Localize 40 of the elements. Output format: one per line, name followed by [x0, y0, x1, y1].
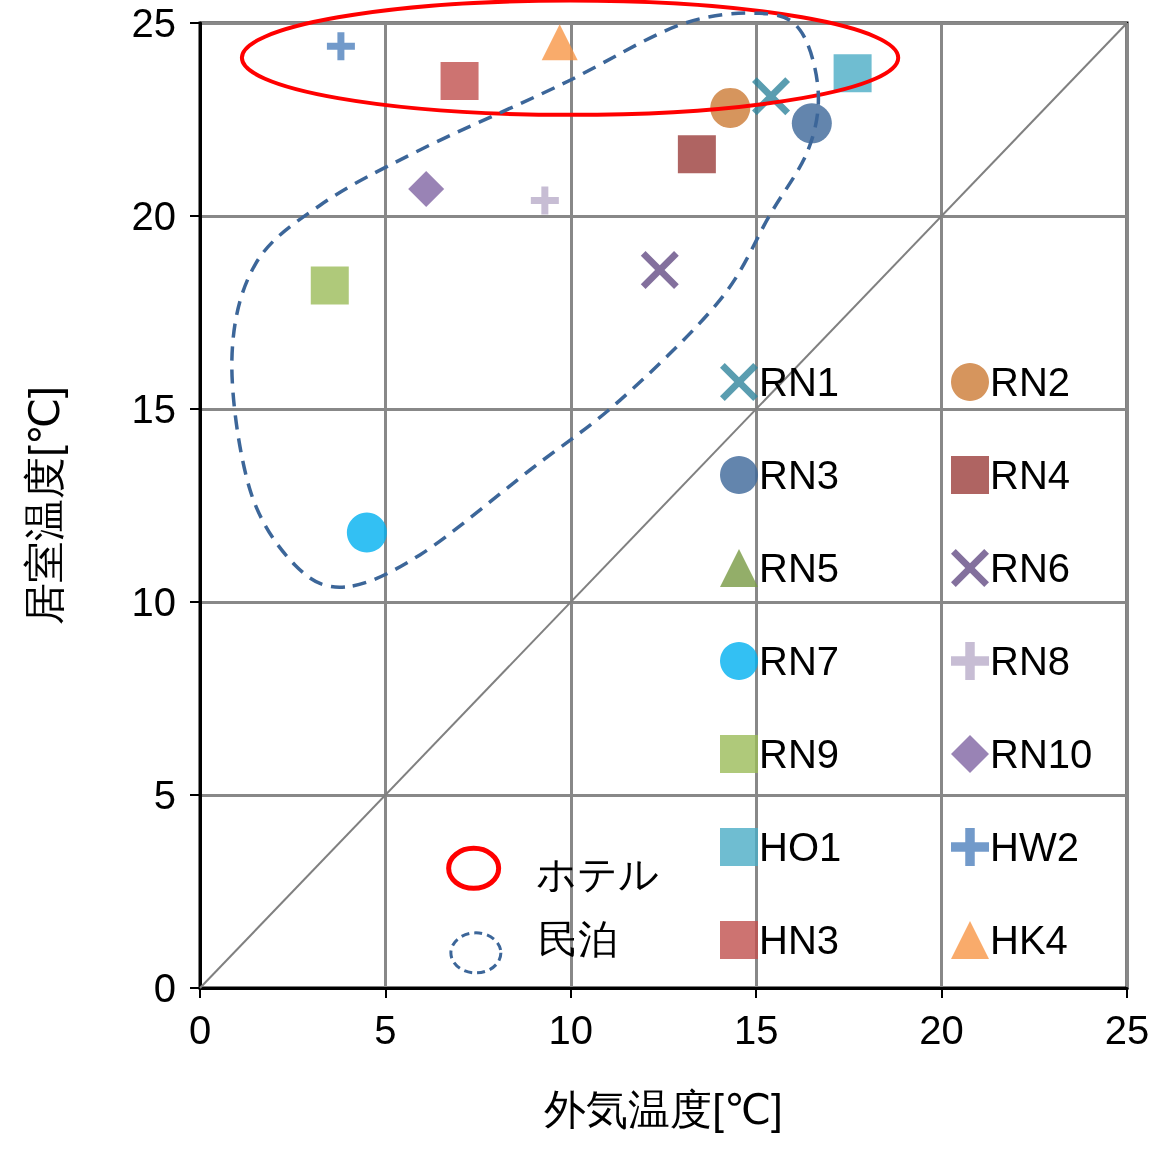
x-tick-label: 10 — [548, 1008, 594, 1052]
point — [791, 103, 832, 144]
legend-label: RN6 — [990, 546, 1071, 590]
y-tick-label: 20 — [131, 194, 176, 238]
annotation: ホテル — [535, 852, 659, 897]
point — [310, 266, 349, 305]
legend-label: RN1 — [759, 360, 840, 404]
point — [640, 251, 679, 290]
legend-label: HN3 — [759, 918, 840, 962]
y-tick-label: 5 — [153, 773, 176, 817]
y-axis-title: 居室温度[℃] — [20, 386, 68, 625]
legend-label: RN8 — [990, 639, 1071, 683]
legend-label: RN3 — [759, 453, 840, 497]
y-tick-label: 10 — [131, 580, 176, 624]
point — [440, 61, 479, 100]
point — [408, 170, 445, 207]
legend-label: HK4 — [990, 918, 1068, 962]
point — [541, 24, 578, 61]
point — [530, 186, 559, 215]
y-tick-label: 15 — [131, 387, 176, 431]
x-tick-label: 0 — [188, 1008, 212, 1052]
legend-label: RN10 — [990, 732, 1093, 776]
annotation: 民泊 — [537, 916, 618, 961]
point — [346, 512, 387, 553]
x-tick-label: 25 — [1104, 1008, 1150, 1052]
legend-label: HW2 — [990, 825, 1079, 869]
point — [326, 32, 355, 61]
x-tick-label: 5 — [374, 1008, 397, 1052]
legend-label: RN4 — [990, 453, 1071, 497]
y-tick-label: 0 — [153, 966, 176, 1010]
legend-label: RN9 — [759, 732, 840, 776]
x-tick-label: 20 — [919, 1008, 964, 1052]
legend-label: RN5 — [759, 546, 840, 590]
legend-label: HO1 — [759, 825, 842, 869]
y-tick-label: 25 — [131, 1, 176, 45]
x-tick-label: 15 — [733, 1008, 779, 1052]
legend-label: RN2 — [990, 360, 1071, 404]
point — [677, 135, 716, 174]
legend-label: RN7 — [759, 639, 840, 683]
x-axis-title: 外気温度[℃] — [544, 1085, 783, 1133]
